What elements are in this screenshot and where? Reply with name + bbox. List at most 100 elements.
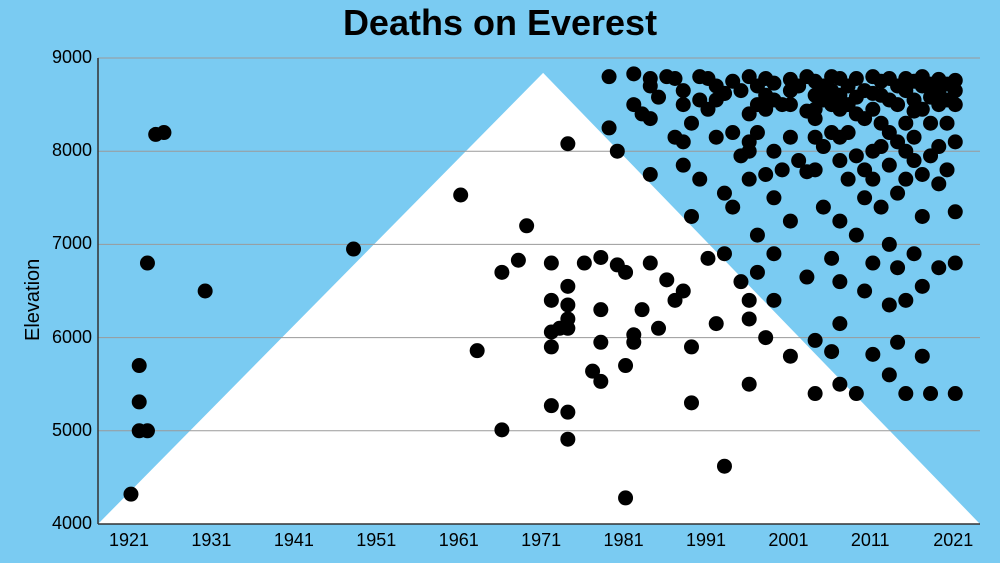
data-point <box>560 297 575 312</box>
data-point <box>750 125 765 140</box>
data-point <box>602 69 617 84</box>
data-point <box>948 204 963 219</box>
data-point <box>733 83 748 98</box>
data-point <box>915 209 930 224</box>
data-point <box>948 134 963 149</box>
data-point <box>832 316 847 331</box>
data-point <box>560 279 575 294</box>
data-point <box>783 349 798 364</box>
data-point <box>808 333 823 348</box>
data-point <box>931 260 946 275</box>
data-point <box>593 302 608 317</box>
data-point <box>948 256 963 271</box>
data-point <box>156 125 171 140</box>
data-point <box>857 284 872 299</box>
data-point <box>882 367 897 382</box>
data-point <box>948 83 963 98</box>
data-point <box>882 237 897 252</box>
data-point <box>766 246 781 261</box>
data-point <box>750 265 765 280</box>
data-point <box>857 190 872 205</box>
data-point <box>626 66 641 81</box>
data-point <box>593 335 608 350</box>
data-point <box>643 256 658 271</box>
data-point <box>560 432 575 447</box>
data-point <box>593 374 608 389</box>
data-point <box>742 311 757 326</box>
data-point <box>890 97 905 112</box>
data-point <box>766 144 781 159</box>
data-point <box>717 246 732 261</box>
data-point <box>915 349 930 364</box>
data-point <box>849 386 864 401</box>
data-point <box>915 279 930 294</box>
data-point <box>717 186 732 201</box>
data-point <box>824 251 839 266</box>
data-point <box>841 172 856 187</box>
data-point <box>766 76 781 91</box>
data-point <box>684 339 699 354</box>
data-point <box>758 167 773 182</box>
data-point <box>709 130 724 145</box>
data-point <box>742 293 757 308</box>
data-point <box>808 111 823 126</box>
data-point <box>132 394 147 409</box>
data-point <box>684 116 699 131</box>
data-point <box>651 90 666 105</box>
data-point <box>560 405 575 420</box>
data-point <box>494 265 509 280</box>
data-point <box>783 130 798 145</box>
data-point <box>593 250 608 265</box>
data-point <box>808 386 823 401</box>
data-point <box>700 251 715 266</box>
data-point <box>849 148 864 163</box>
data-point <box>783 97 798 112</box>
data-point <box>898 386 913 401</box>
data-point <box>766 293 781 308</box>
data-point <box>626 335 641 350</box>
data-point <box>453 188 468 203</box>
data-point <box>676 83 691 98</box>
data-point <box>494 422 509 437</box>
data-point <box>940 116 955 131</box>
data-point <box>725 200 740 215</box>
data-point <box>758 330 773 345</box>
data-point <box>676 284 691 299</box>
data-point <box>750 228 765 243</box>
data-point <box>874 200 889 215</box>
data-point <box>923 116 938 131</box>
data-point <box>470 343 485 358</box>
data-point <box>643 111 658 126</box>
data-point <box>684 395 699 410</box>
data-point <box>832 377 847 392</box>
data-point <box>643 167 658 182</box>
data-point <box>610 144 625 159</box>
data-point <box>832 214 847 229</box>
data-point <box>898 172 913 187</box>
data-point <box>849 228 864 243</box>
data-point <box>890 335 905 350</box>
data-point <box>824 344 839 359</box>
data-point <box>709 316 724 331</box>
data-point <box>577 256 592 271</box>
data-point <box>618 265 633 280</box>
data-point <box>948 97 963 112</box>
data-point <box>519 218 534 233</box>
data-point <box>742 144 757 159</box>
data-point <box>635 302 650 317</box>
data-point <box>717 459 732 474</box>
data-point <box>865 172 880 187</box>
data-point <box>651 321 666 336</box>
data-point <box>907 130 922 145</box>
data-point <box>692 172 707 187</box>
data-point <box>140 256 155 271</box>
data-point <box>602 120 617 135</box>
data-point <box>783 214 798 229</box>
data-point <box>123 487 138 502</box>
data-point <box>948 386 963 401</box>
data-point <box>890 260 905 275</box>
chart-container: Deaths on Everest Elevation 400050006000… <box>0 0 1000 563</box>
data-point <box>676 158 691 173</box>
data-point <box>915 167 930 182</box>
data-point <box>198 284 213 299</box>
